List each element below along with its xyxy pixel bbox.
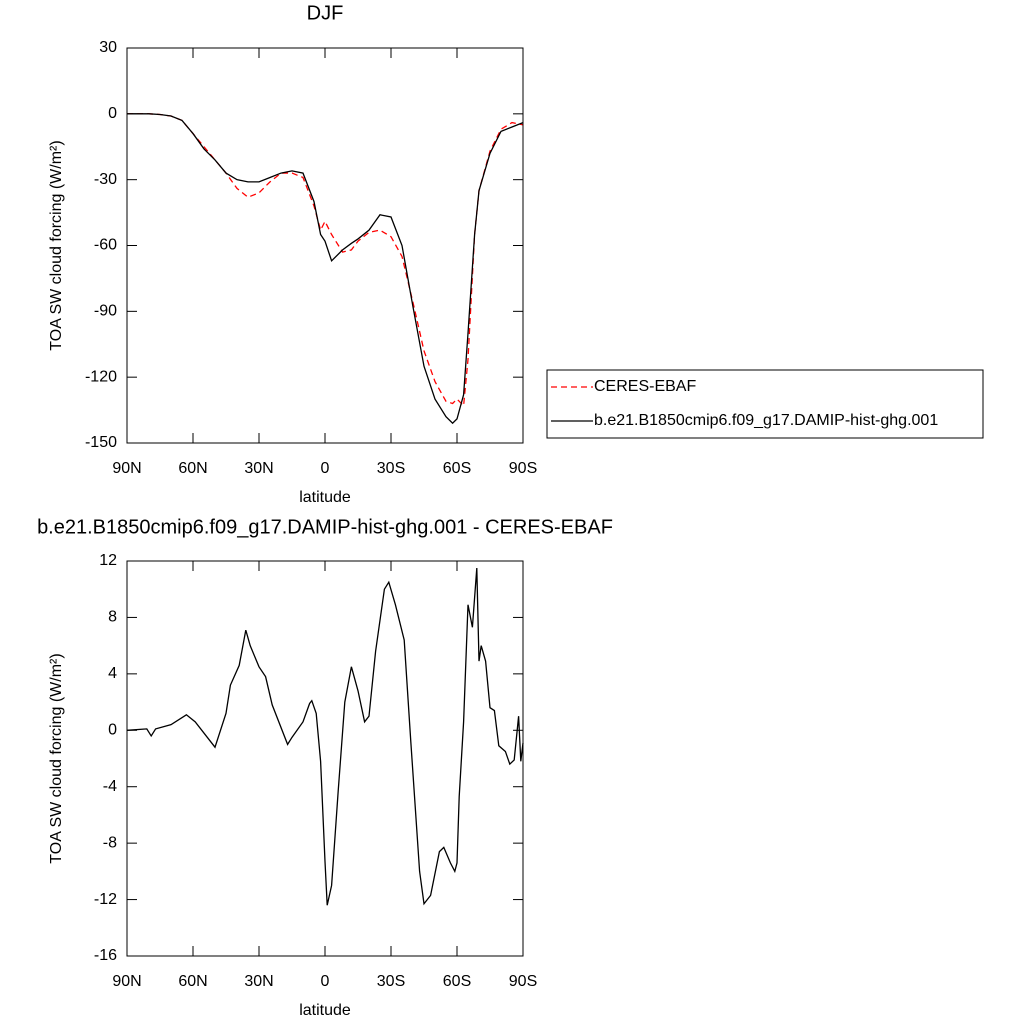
x-tick-label: 90S [509, 460, 537, 477]
panel: DJF latitude TOA SW cloud forcing (W/m²) 30… [48, 2, 984, 506]
x-tick-label: 0 [321, 460, 330, 477]
x-tick-label: 30N [244, 460, 273, 477]
y-tick-label: 4 [108, 665, 117, 682]
y-tick-label: -30 [94, 171, 117, 188]
legend-label: b.e21.B1850cmip6.f09_g17.DAMIP-hist-ghg.… [594, 412, 938, 429]
y-axis-label: TOA SW cloud forcing (W/m²) [48, 140, 65, 350]
y-tick-label: -150 [85, 434, 117, 451]
legend-box [546, 369, 984, 439]
chart-title: b.e21.B1850cmip6.f09_g17.DAMIP-hist-ghg.… [37, 516, 613, 538]
y-tick-label: 12 [99, 552, 117, 569]
y-tick-label: 8 [108, 609, 117, 626]
x-axis-label: latitude [299, 1002, 351, 1019]
y-tick-label: 0 [108, 722, 117, 739]
data-line [127, 113, 524, 408]
x-tick-label: 30N [244, 973, 273, 990]
y-tick-label: -4 [103, 778, 117, 795]
panel: b.e21.B1850cmip6.f09_g17.DAMIP-hist-ghg.… [37, 516, 613, 1019]
y-tick-label: -16 [94, 947, 117, 964]
x-tick-label: 90S [509, 973, 537, 990]
chart-title: DJF [307, 2, 344, 24]
y-tick-label: 0 [108, 105, 117, 122]
x-tick-label: 30S [377, 973, 405, 990]
plot-frame [126, 560, 524, 957]
x-tick-label: 60S [443, 460, 471, 477]
x-tick-label: 30S [377, 460, 405, 477]
data-line [127, 113, 524, 425]
plot-frame [126, 47, 524, 444]
y-axis-label: TOA SW cloud forcing (W/m²) [48, 653, 65, 863]
x-axis-label: latitude [299, 489, 351, 506]
x-tick-label: 90N [112, 460, 141, 477]
x-tick-label: 60S [443, 973, 471, 990]
y-tick-label: -120 [85, 368, 117, 385]
x-tick-label: 90N [112, 973, 141, 990]
y-tick-label: -12 [94, 891, 117, 908]
x-tick-label: 60N [178, 973, 207, 990]
y-tick-label: -8 [103, 834, 117, 851]
legend-label: CERES-EBAF [594, 378, 696, 395]
y-tick-label: -90 [94, 303, 117, 320]
data-line [126, 568, 524, 906]
y-tick-label: -60 [94, 237, 117, 254]
x-tick-label: 60N [178, 460, 207, 477]
x-tick-label: 0 [321, 973, 330, 990]
y-tick-label: 30 [99, 39, 117, 56]
